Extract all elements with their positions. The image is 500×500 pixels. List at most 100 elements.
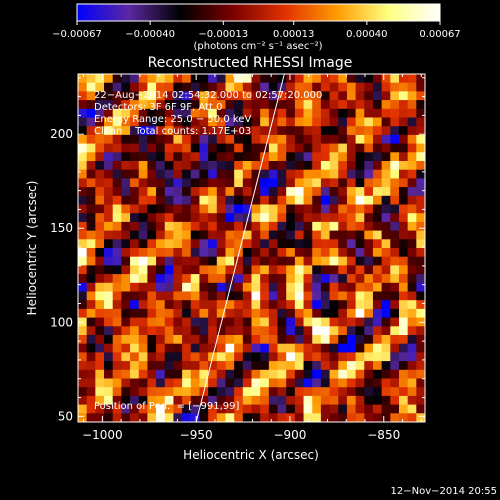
- heatmap-cell: [355, 161, 365, 171]
- heatmap-cell: [390, 108, 400, 119]
- heatmap-cell: [190, 195, 201, 206]
- heatmap-cell: [260, 100, 270, 110]
- heatmap-cell: [398, 239, 409, 249]
- heatmap-cell: [130, 387, 140, 397]
- heatmap-cell: [407, 282, 417, 293]
- heatmap-cell: [121, 239, 131, 249]
- heatmap-cell: [208, 282, 218, 293]
- heatmap-cell: [372, 100, 383, 110]
- heatmap-cell: [303, 74, 313, 84]
- heatmap-cell: [286, 369, 296, 380]
- heatmap-cell: [130, 369, 140, 380]
- heatmap-cell: [320, 91, 331, 101]
- heatmap-cell: [86, 378, 96, 388]
- heatmap-cell: [147, 178, 157, 188]
- heatmap-cell: [416, 126, 425, 136]
- heatmap-cell: [138, 152, 149, 162]
- heatmap-cell: [381, 82, 391, 92]
- heatmap-cell: [260, 265, 270, 275]
- heatmap-cell: [416, 308, 425, 319]
- heatmap-cell: [251, 169, 261, 179]
- heatmap-cell: [104, 117, 114, 127]
- heatmap-cell: [381, 265, 391, 275]
- heatmap-cell: [182, 282, 192, 293]
- heatmap-cell: [294, 335, 305, 345]
- heatmap-cell: [372, 230, 383, 240]
- heatmap-cell: [251, 126, 261, 136]
- heatmap-cell: [390, 291, 400, 301]
- heatmap-cell: [346, 291, 357, 301]
- heatmap-cell: [156, 134, 166, 145]
- heatmap-cell: [104, 91, 114, 101]
- heatmap-cell: [416, 169, 425, 179]
- heatmap-cell: [398, 395, 409, 406]
- heatmap-cell: [190, 169, 201, 179]
- heatmap-cell: [251, 274, 261, 284]
- heatmap-cell: [208, 369, 218, 380]
- heatmap-cell: [104, 352, 114, 362]
- heatmap-cell: [251, 404, 261, 414]
- heatmap-cell: [329, 91, 339, 101]
- heatmap-cell: [303, 143, 313, 153]
- heatmap-cell: [112, 282, 122, 293]
- heatmap-cell: [416, 108, 425, 119]
- heatmap-cell: [381, 335, 391, 345]
- heatmap-cell: [355, 256, 365, 266]
- heatmap-cell: [372, 187, 383, 197]
- heatmap-cell: [216, 74, 227, 84]
- heatmap-cell: [277, 256, 287, 266]
- heatmap-cell: [364, 335, 374, 345]
- heatmap-cell: [78, 230, 88, 240]
- heatmap-cell: [190, 395, 201, 406]
- observation-info: 22−Aug−2014 02:54:32.000 to 02:57:20.000…: [94, 90, 322, 412]
- heatmap-cell: [121, 230, 131, 240]
- heatmap-cell: [112, 126, 122, 136]
- heatmap-cell: [381, 117, 391, 127]
- heatmap-cell: [416, 282, 425, 293]
- heatmap-cell: [268, 274, 279, 284]
- heatmap-cell: [78, 291, 88, 301]
- heatmap-cell: [147, 335, 157, 345]
- heatmap-cell: [95, 413, 105, 422]
- heatmap-cell: [286, 117, 296, 127]
- heatmap-cell: [338, 369, 348, 380]
- heatmap-cell: [130, 308, 140, 319]
- heatmap-cell: [234, 221, 244, 232]
- heatmap-cell: [78, 100, 88, 110]
- heatmap-cell: [112, 230, 122, 240]
- heatmap-cell: [346, 117, 357, 127]
- heatmap-cell: [130, 178, 140, 188]
- heatmap-cell: [86, 178, 96, 188]
- heatmap-cell: [407, 248, 417, 258]
- heatmap-cell: [268, 378, 279, 388]
- heatmap-cell: [398, 91, 409, 101]
- heatmap-cell: [381, 100, 391, 110]
- heatmap-cell: [156, 213, 166, 223]
- heatmap-cell: [398, 204, 409, 214]
- heatmap-cell: [260, 256, 270, 266]
- heatmap-cell: [277, 387, 287, 397]
- heatmap-cell: [416, 352, 425, 362]
- heatmap-cell: [364, 369, 374, 380]
- heatmap-cell: [355, 352, 365, 362]
- heatmap-cell: [338, 335, 348, 345]
- heatmap-cell: [208, 126, 218, 136]
- heatmap-cell: [320, 343, 331, 353]
- heatmap-cell: [121, 248, 131, 258]
- heatmap-cell: [277, 178, 287, 188]
- heatmap-cell: [216, 361, 227, 371]
- heatmap-cell: [190, 108, 201, 119]
- heatmap-cell: [320, 152, 331, 162]
- heatmap-cell: [130, 282, 140, 293]
- heatmap-cell: [277, 152, 287, 162]
- heatmap-cell: [147, 308, 157, 319]
- heatmap-cell: [156, 230, 166, 240]
- heatmap-cell: [303, 239, 313, 249]
- heatmap-cell: [355, 300, 365, 310]
- heatmap-cell: [182, 335, 192, 345]
- heatmap-cell: [381, 108, 391, 119]
- heatmap-cell: [234, 213, 244, 223]
- heatmap-cell: [329, 291, 339, 301]
- heatmap-cell: [225, 221, 235, 232]
- heatmap-cell: [112, 413, 122, 422]
